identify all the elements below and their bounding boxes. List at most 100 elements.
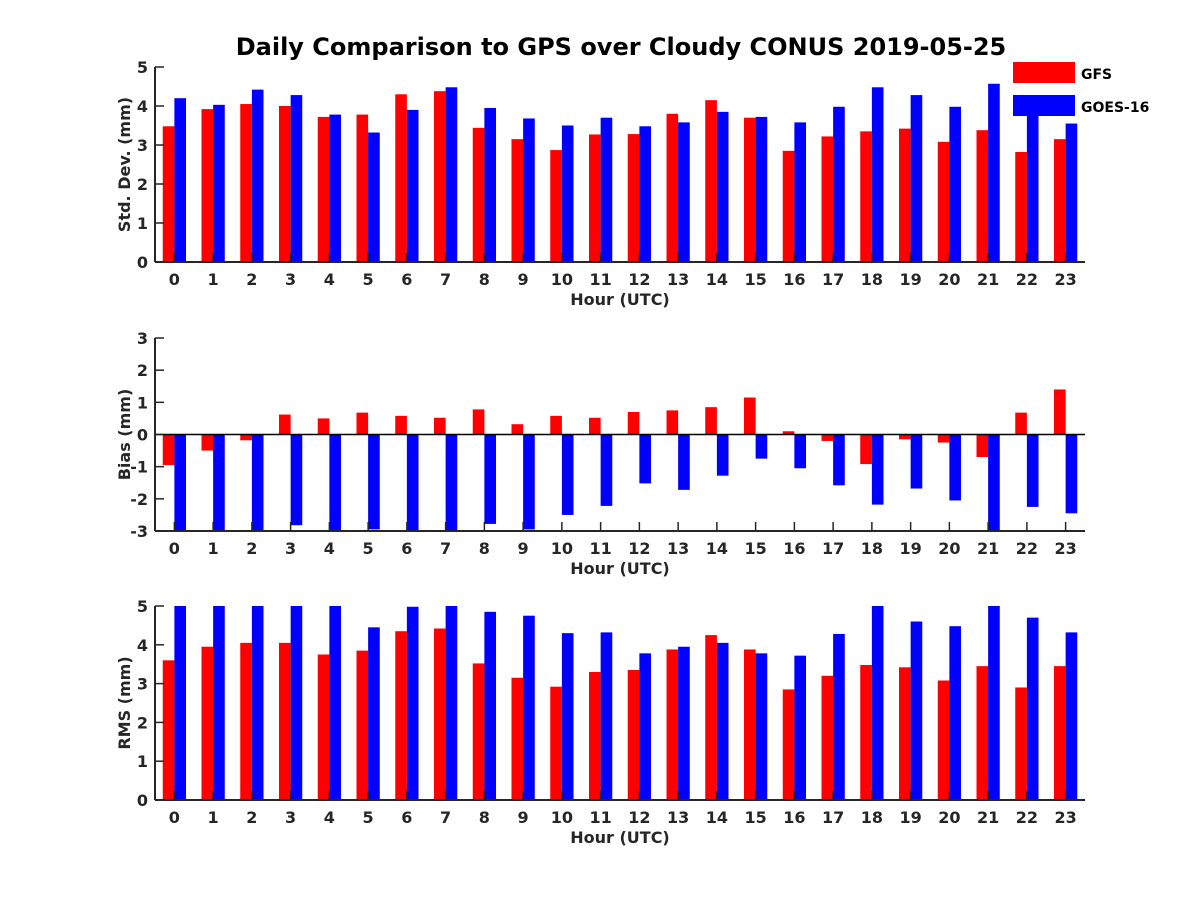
bar-bias-goes16-13 [678,434,690,490]
bar-bias-goes16-9 [523,434,535,530]
bar-rms-goes16-10 [561,633,574,800]
x-tick-label: 23 [1054,808,1076,827]
bar-rms-goes16-11 [600,632,613,800]
bar-bias-goes16-0 [174,434,187,531]
bar-bias-goes16-20 [949,434,962,501]
bar-std-dev-gfs-11 [589,134,601,262]
bar-std-dev-gfs-16 [782,150,795,262]
bar-rms-gfs-3 [279,642,291,800]
y-axis-label: Bias (mm) [115,389,134,481]
x-tick-label: 10 [551,270,573,289]
x-tick-label: 19 [899,808,921,827]
y-axis-label: RMS (mm) [115,656,134,749]
y-tick-label: 0 [137,791,148,810]
bar-bias-gfs-7 [434,417,446,435]
y-tick-label: 5 [137,597,148,616]
bar-std-dev-goes16-7 [445,87,458,262]
bar-rms-gfs-17 [821,675,834,800]
x-tick-label: 10 [551,808,573,827]
bar-std-dev-gfs-6 [395,94,407,262]
bar-bias-gfs-23 [1054,389,1066,435]
bar-rms-goes16-7 [445,606,458,800]
bar-std-dev-goes16-19 [910,95,923,262]
x-tick-label: 5 [363,808,374,827]
x-tick-label: 8 [479,808,490,827]
bar-bias-gfs-14 [705,407,717,435]
bar-std-dev-gfs-8 [472,127,485,262]
x-tick-label: 0 [169,539,180,558]
x-tick-label: 15 [744,539,766,558]
x-tick-label: 22 [1016,270,1038,289]
bar-bias-goes16-7 [445,434,458,531]
y-tick-label: 4 [137,97,148,116]
bar-std-dev-gfs-12 [627,134,640,262]
bar-bias-goes16-8 [484,434,497,524]
x-tick-label: 23 [1054,539,1076,558]
bar-std-dev-goes16-23 [1065,123,1078,262]
bar-rms-gfs-15 [744,649,756,800]
bar-rms-gfs-12 [627,670,640,800]
x-axis-label: Hour (UTC) [570,559,670,578]
bar-bias-gfs-3 [279,414,291,435]
bar-std-dev-goes16-4 [329,114,342,262]
bar-bias-gfs-11 [589,417,601,435]
x-tick-label: 19 [899,270,921,289]
x-tick-label: 3 [285,539,296,558]
x-tick-label: 4 [324,808,335,827]
bar-rms-gfs-10 [550,686,562,800]
bar-bias-goes16-22 [1026,434,1039,507]
legend-swatch-goes16 [1013,95,1075,116]
bar-rms-goes16-14 [716,642,729,800]
bar-rms-gfs-2 [240,642,252,800]
bar-std-dev-goes16-18 [871,87,884,262]
bar-bias-gfs-10 [550,415,562,435]
bar-std-dev-gfs-23 [1054,139,1066,262]
x-tick-label: 20 [938,270,960,289]
bar-rms-gfs-22 [1015,687,1027,800]
bar-std-dev-goes16-13 [678,122,690,262]
bar-rms-goes16-19 [910,621,923,800]
bar-rms-goes16-17 [833,633,845,800]
bar-bias-goes16-6 [406,434,419,531]
x-tick-label: 6 [401,808,412,827]
x-tick-label: 20 [938,808,960,827]
y-tick-label: 1 [137,214,148,233]
bar-bias-goes16-3 [290,434,303,526]
x-tick-label: 15 [744,808,766,827]
bar-bias-gfs-6 [395,415,407,435]
bar-rms-goes16-12 [639,653,652,800]
bar-rms-goes16-9 [523,615,535,800]
bar-bias-gfs-16 [782,431,795,435]
x-tick-label: 11 [589,270,611,289]
bar-bias-goes16-21 [988,434,1000,531]
bar-bias-goes16-12 [639,434,652,484]
y-tick-label: -1 [130,458,148,477]
x-tick-label: 12 [628,539,650,558]
x-tick-label: 21 [977,808,999,827]
y-tick-label: -2 [130,490,148,509]
x-tick-label: 9 [518,808,529,827]
x-tick-label: 3 [285,808,296,827]
bar-bias-goes16-18 [871,434,884,505]
bar-rms-gfs-8 [472,663,485,800]
bar-bias-gfs-12 [627,411,640,435]
bar-std-dev-goes16-12 [639,126,652,262]
x-tick-label: 20 [938,539,960,558]
bar-bias-gfs-21 [976,434,989,458]
x-tick-label: 16 [783,539,805,558]
x-tick-label: 0 [169,808,180,827]
bar-std-dev-gfs-4 [317,116,330,262]
bar-bias-goes16-2 [251,434,264,531]
bar-rms-gfs-4 [317,654,330,800]
y-tick-label: 1 [137,393,148,412]
x-tick-label: 3 [285,270,296,289]
bar-std-dev-gfs-5 [356,114,369,262]
bar-rms-gfs-23 [1054,666,1066,800]
bar-bias-gfs-9 [511,424,524,435]
y-tick-label: 2 [137,361,148,380]
y-axis-label: Std. Dev. (mm) [115,97,134,232]
bar-std-dev-gfs-17 [821,136,834,262]
x-tick-label: 17 [822,539,844,558]
bar-std-dev-goes16-10 [561,125,574,262]
bar-bias-gfs-13 [666,410,679,435]
